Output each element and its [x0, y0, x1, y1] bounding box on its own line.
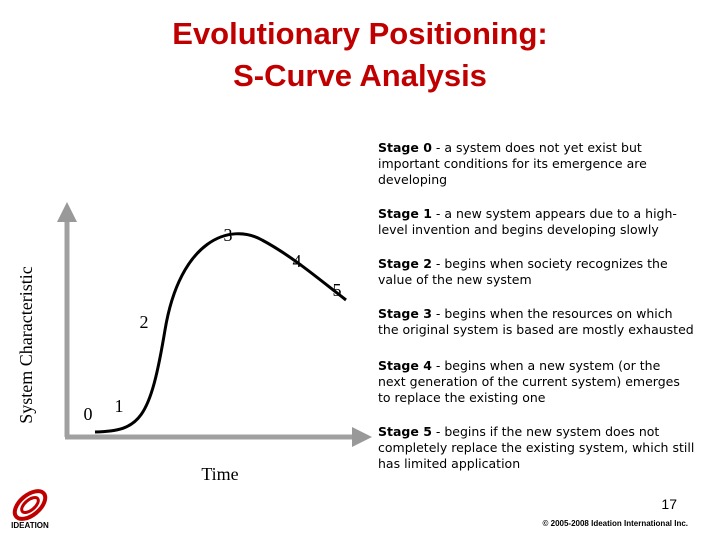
stage-label: Stage 0 — [378, 140, 432, 155]
stage-description: Stage 2 - begins when society recognizes… — [378, 256, 668, 271]
stage-label: Stage 2 — [378, 256, 432, 271]
stage-marker: 1 — [115, 396, 124, 416]
stage-description: to replace the existing one — [378, 390, 546, 405]
stage-label: Stage 3 — [378, 306, 432, 321]
stage-list: Stage 0 - a system does not yet exist bu… — [378, 140, 694, 471]
stage-description: the original system is based are mostly … — [378, 322, 694, 337]
stage-text: - begins when a new system (or the — [436, 358, 661, 373]
stage-description: developing — [378, 172, 447, 187]
stage-text: level invention and begins developing sl… — [378, 222, 659, 237]
stage-text: - begins if the new system does not — [436, 424, 660, 439]
copyright: © 2005-2008 Ideation International Inc. — [543, 519, 689, 528]
stage-description: Stage 5 - begins if the new system does … — [378, 424, 659, 439]
stage-text: has limited application — [378, 456, 520, 471]
stage-description: Stage 3 - begins when the resources on w… — [378, 306, 673, 321]
stage-text: - a new system appears due to a high- — [436, 206, 677, 221]
stage-marker: 4 — [293, 251, 302, 271]
stage-description: completely replace the existing system, … — [378, 440, 694, 455]
y-axis-label: System Characteristic — [16, 266, 36, 423]
x-axis-label: Time — [201, 464, 238, 484]
stage-marker: 0 — [84, 404, 93, 424]
logo-text: IDEATION — [11, 521, 49, 530]
stage-text: - begins when the resources on which — [436, 306, 673, 321]
title-line: Evolutionary Positioning: — [172, 16, 547, 51]
stage-text: value of the new system — [378, 272, 532, 287]
stage-label: Stage 5 — [378, 424, 432, 439]
stage-description: value of the new system — [378, 272, 532, 287]
stage-marker: 2 — [140, 312, 149, 332]
stage-text: completely replace the existing system, … — [378, 440, 694, 455]
stage-marker: 5 — [333, 280, 342, 300]
page-number: 17 — [661, 496, 677, 512]
stage-description: Stage 4 - begins when a new system (or t… — [378, 358, 661, 373]
stage-text: the original system is based are mostly … — [378, 322, 694, 337]
stage-description: important conditions for its emergence a… — [378, 156, 647, 171]
stage-text: - a system does not yet exist but — [436, 140, 642, 155]
title-line: S-Curve Analysis — [233, 58, 487, 93]
stage-description: next generation of the current system) e… — [378, 374, 680, 389]
stage-text: important conditions for its emergence a… — [378, 156, 647, 171]
stage-text: - begins when society recognizes the — [436, 256, 668, 271]
stage-text: developing — [378, 172, 447, 187]
stage-text: next generation of the current system) e… — [378, 374, 680, 389]
s-curve — [94, 232, 347, 434]
stage-text: to replace the existing one — [378, 390, 546, 405]
stage-description: has limited application — [378, 456, 520, 471]
stage-description: Stage 0 - a system does not yet exist bu… — [378, 140, 642, 155]
stage-marker: 3 — [224, 225, 233, 245]
stage-description: Stage 1 - a new system appears due to a … — [378, 206, 677, 221]
stage-label: Stage 1 — [378, 206, 432, 221]
stage-description: level invention and begins developing sl… — [378, 222, 659, 237]
stage-label: Stage 4 — [378, 358, 432, 373]
logo: IDEATION — [11, 489, 49, 530]
